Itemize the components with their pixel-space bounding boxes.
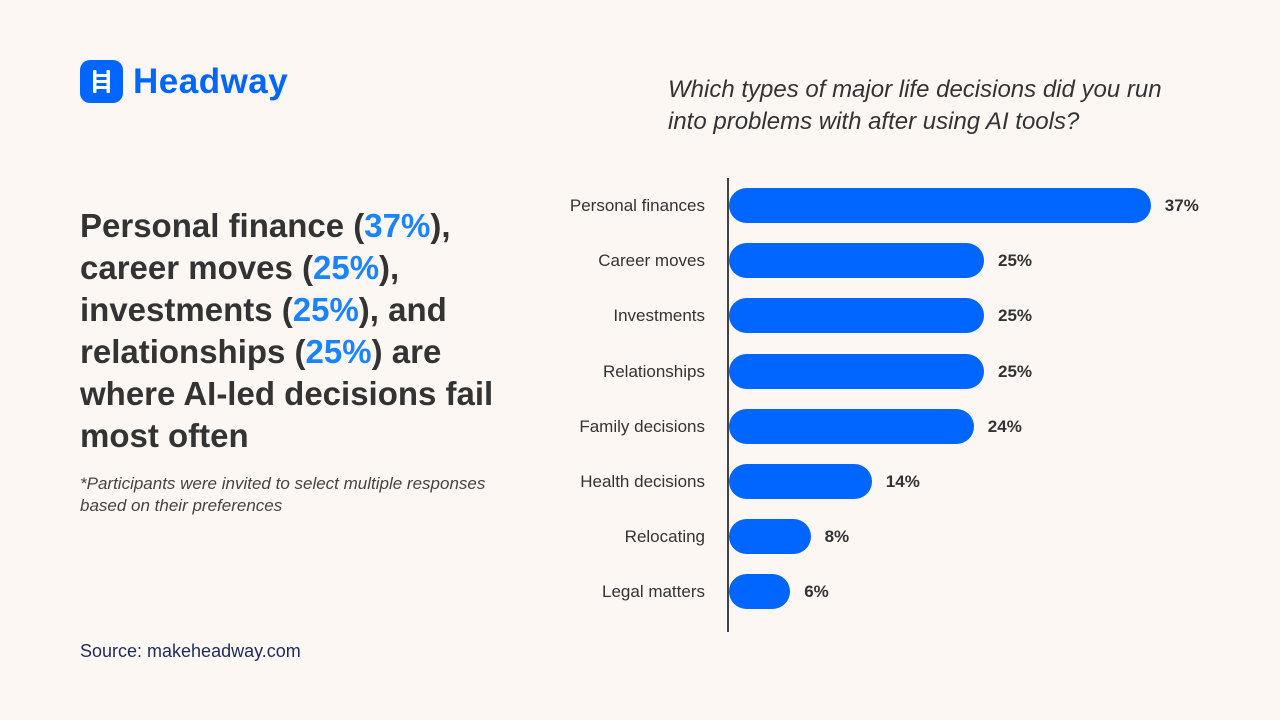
value-label: 14% (885, 472, 920, 491)
category-label: Career moves (598, 251, 705, 271)
bar-row: Personal finances 37% (0, 188, 1280, 223)
bar-row: Relationships 25% (0, 353, 1280, 389)
category-label: Relationships (602, 361, 705, 381)
source-note: Source: makeheadway.com (80, 641, 301, 661)
ladder-icon (80, 60, 123, 103)
value-label: 37% (1164, 196, 1199, 215)
bar (729, 353, 984, 389)
bar (729, 408, 974, 444)
category-label: Family decisions (579, 416, 705, 436)
bar-row: Investments 25% (0, 298, 1280, 334)
bar (729, 574, 791, 610)
bar (729, 243, 984, 279)
category-label: Relocating (624, 527, 705, 547)
category-label: Personal finances (569, 196, 705, 215)
bar-row: Health decisions 14% (0, 464, 1280, 499)
chart-title: Which types of major life decisions did … (668, 76, 1162, 135)
brand-name: Headway (133, 61, 289, 101)
headline: Personal finance (37%), career moves (25… (80, 207, 494, 454)
value-label: 25% (998, 361, 1033, 381)
bar-row: Family decisions 24% (0, 408, 1280, 444)
value-label: 8% (824, 527, 850, 547)
headway-logo: Headway (80, 60, 288, 103)
category-label: Investments (613, 306, 705, 326)
value-label: 25% (998, 306, 1033, 326)
bar (729, 188, 1151, 223)
value-label: 25% (998, 251, 1033, 271)
category-label: Health decisions (580, 472, 705, 491)
bar-row: Legal matters 6% (0, 574, 1280, 610)
y-axis-line (727, 178, 729, 632)
bar-row: Career moves 25% (0, 243, 1280, 279)
value-label: 6% (804, 582, 829, 602)
bar (729, 464, 872, 499)
bar-row: Relocating 8% (0, 519, 1280, 555)
bar (729, 298, 984, 334)
bar (729, 519, 811, 555)
footnote: *Participants were invited to select mul… (80, 474, 486, 515)
category-label: Legal matters (602, 582, 705, 602)
value-label: 24% (987, 416, 1022, 436)
